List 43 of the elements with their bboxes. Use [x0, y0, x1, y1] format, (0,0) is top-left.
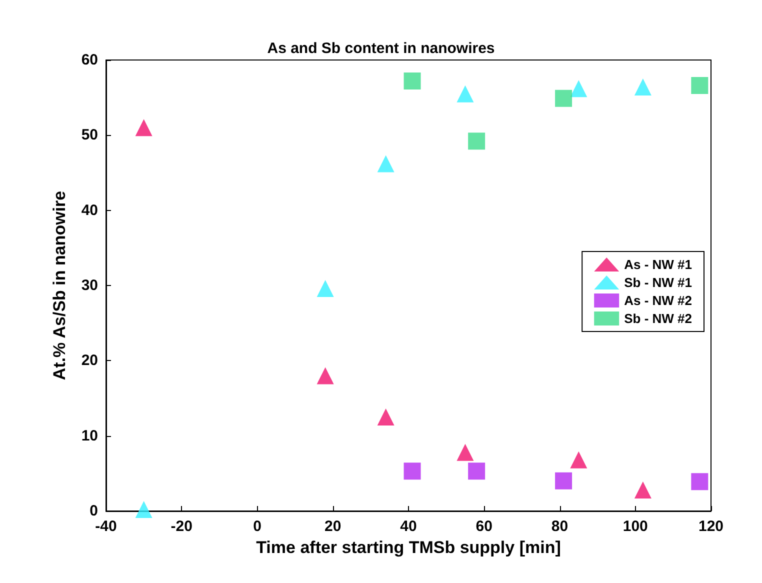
x-tick-label: 20: [324, 518, 342, 535]
point: [404, 462, 421, 480]
point: [377, 155, 394, 172]
y-tick-label: 0: [90, 502, 98, 520]
y-tick-label: 30: [81, 277, 98, 294]
point: [404, 72, 421, 90]
point: [377, 408, 394, 426]
point: [570, 451, 588, 468]
point: [555, 472, 572, 490]
y-tick-label: 40: [81, 202, 98, 219]
x-tick-label: 120: [698, 518, 724, 535]
point: [316, 367, 334, 384]
y-tick-label: 50: [81, 126, 98, 144]
y-tick-label: 60: [81, 52, 98, 68]
point: [468, 132, 486, 150]
point: [316, 280, 334, 298]
y-tick-label: 20: [81, 352, 98, 370]
point: [468, 462, 486, 480]
x-tick-label: 60: [476, 518, 492, 535]
legend-label: Sb - NW #1: [624, 275, 692, 290]
point: [456, 444, 474, 461]
x-tick-label: 80: [551, 518, 568, 535]
point: [570, 80, 588, 98]
x-tick-label: 0: [253, 518, 262, 535]
point: [555, 90, 572, 107]
chart-title: As and Sb content in nanowires: [267, 40, 495, 57]
point: [634, 78, 652, 96]
legend-label: As - NW #2: [624, 293, 692, 308]
point: [691, 473, 708, 490]
point: [691, 77, 708, 94]
point: [456, 85, 474, 102]
x-tick-label: -40: [95, 518, 117, 535]
x-tick-label: -20: [170, 518, 192, 535]
x-tick-label: 100: [622, 518, 648, 535]
point: [634, 481, 652, 498]
legend-label: Sb - NW #2: [624, 311, 692, 326]
legend-label: As - NW #1: [624, 257, 692, 272]
point: [135, 500, 152, 518]
x-tick-label: 40: [400, 518, 417, 535]
y-tick-label: 10: [81, 427, 98, 444]
point: [135, 119, 152, 136]
x-axis-title: Time after starting TMSb supply [min]: [256, 538, 561, 557]
y-axis-title: At.% As/Sb in nanowire: [50, 190, 69, 380]
